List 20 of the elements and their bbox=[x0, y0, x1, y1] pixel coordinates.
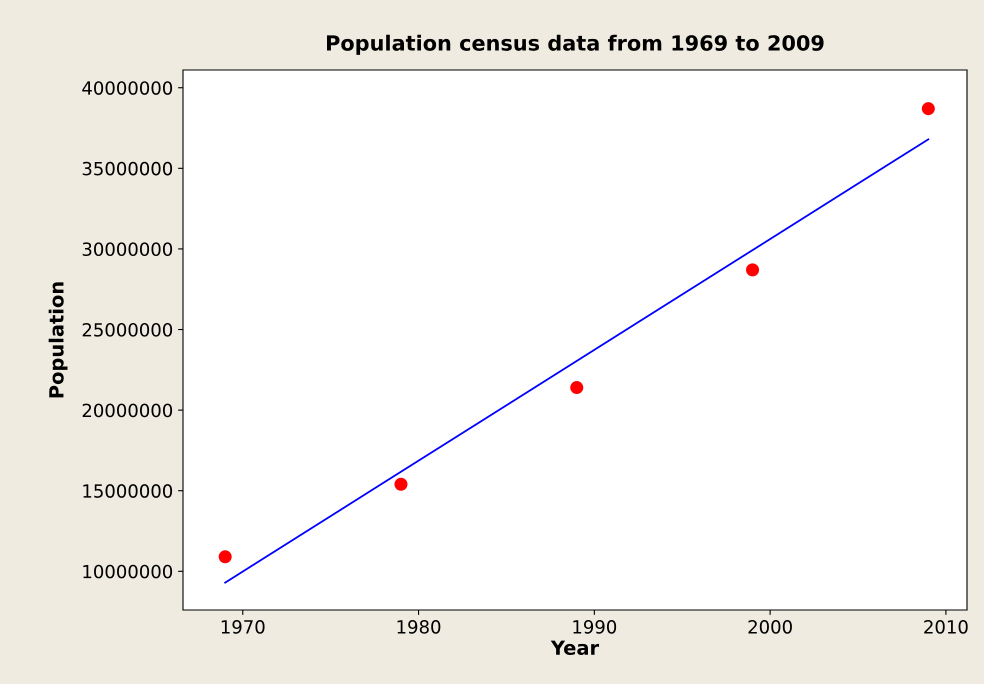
point bbox=[394, 478, 408, 491]
y-tick-label: 10000000 bbox=[83, 564, 172, 578]
y-tick-label: 30000000 bbox=[82, 242, 172, 256]
x-tick-label: 2010 bbox=[924, 620, 968, 634]
x-tick-label: 1990 bbox=[573, 620, 616, 634]
y-tick-label: 20000000 bbox=[82, 404, 172, 418]
y-axis-title: Population bbox=[48, 282, 68, 398]
x-tick-label: 2000 bbox=[748, 620, 792, 634]
x-axis-title: Year bbox=[550, 640, 600, 656]
y-tick-label: 35000000 bbox=[82, 162, 172, 176]
chart-title: Population census data from 1969 to 2009 bbox=[327, 34, 824, 55]
y-tick-label: 15000000 bbox=[83, 484, 172, 498]
point bbox=[922, 102, 935, 116]
x-tick-label: 1980 bbox=[398, 620, 440, 634]
point bbox=[218, 550, 232, 564]
point bbox=[746, 263, 760, 276]
y-tick-label: 25000000 bbox=[82, 322, 172, 337]
point bbox=[570, 381, 584, 394]
x-tick-label: 1970 bbox=[222, 620, 265, 634]
y-tick-label: 40000000 bbox=[82, 81, 172, 95]
